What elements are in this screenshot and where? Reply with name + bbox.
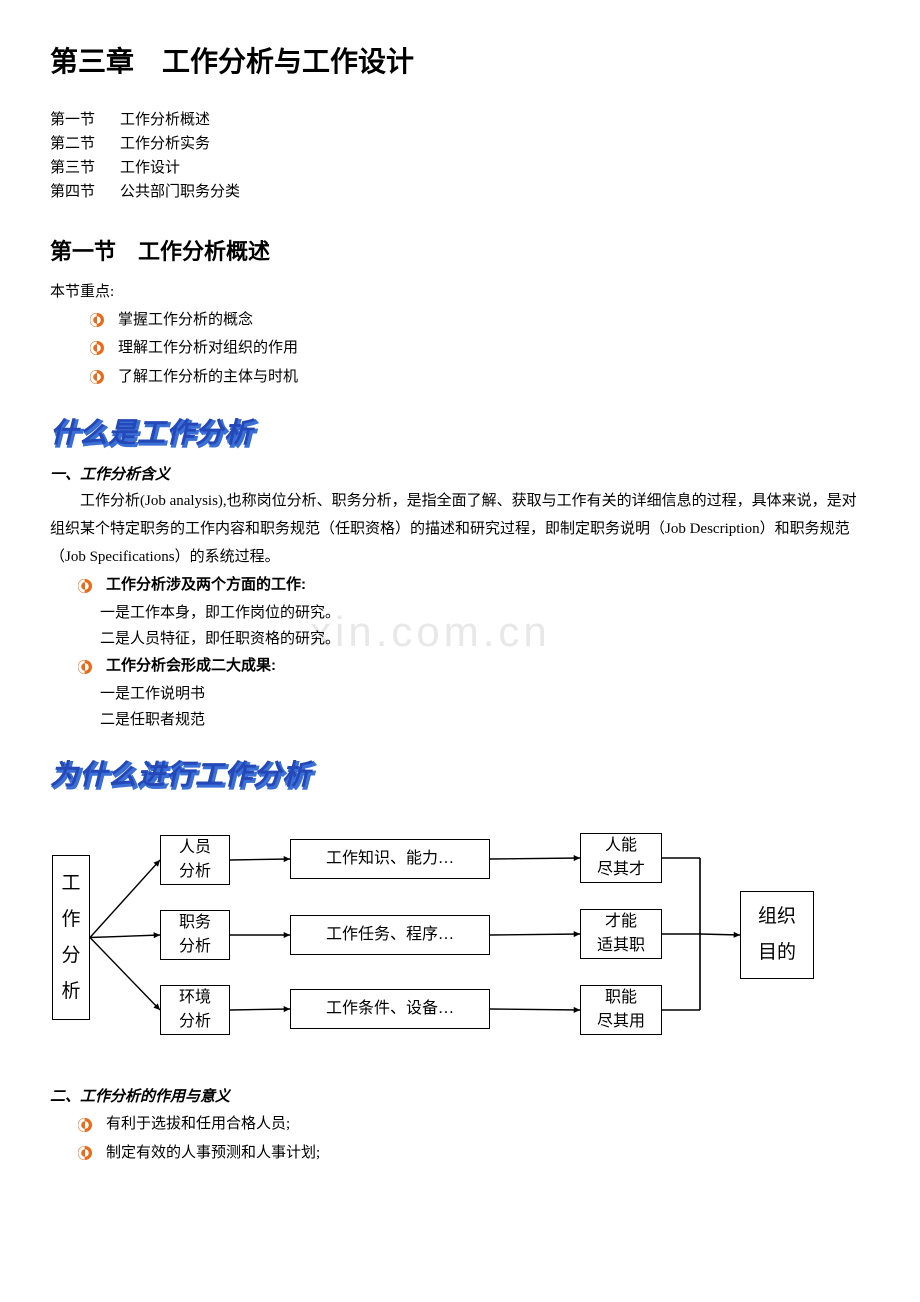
aspects-list: 一是工作本身，即工作岗位的研究。二是人员特征，即任职资格的研究。 (50, 600, 870, 653)
keypoint-item: 理解工作分析对组织的作用 (90, 334, 870, 363)
benefits-list: 有利于选拔和任用合格人员; 制定有效的人事预测和人事计划; (78, 1110, 870, 1167)
flow-node-a2: 职务 分析 (160, 910, 230, 960)
sub1-para: 工作分析(Job analysis),也称岗位分析、职务分析，是指全面了解、获取… (50, 488, 870, 571)
aspects-block: 工作分析涉及两个方面的工作: (78, 571, 870, 600)
bullet-icon (78, 660, 92, 674)
toc-label: 公共部门职务分类 (120, 184, 240, 200)
result-item: 二是任职者规范 (100, 707, 870, 733)
bullet-icon (78, 579, 92, 593)
toc-section: 第三节 (50, 156, 120, 180)
sub2-title: 二、工作分析的作用与意义 (50, 1085, 870, 1106)
bullet-icon (90, 341, 104, 355)
flow-node-a1: 人员 分析 (160, 835, 230, 885)
keypoints-list: 掌握工作分析的概念 理解工作分析对组织的作用 了解工作分析的主体与时机 (90, 306, 870, 392)
aspects-label: 工作分析涉及两个方面的工作: (106, 571, 306, 600)
toc: 第一节工作分析概述第二节工作分析实务第三节工作设计第四节公共部门职务分类 (50, 108, 870, 204)
bullet-icon (78, 1118, 92, 1132)
toc-line: 第四节公共部门职务分类 (50, 180, 870, 204)
keypoint-item: 了解工作分析的主体与时机 (90, 363, 870, 392)
keypoint-item: 掌握工作分析的概念 (90, 306, 870, 335)
benefit-text: 有利于选拔和任用合格人员; (106, 1110, 290, 1139)
toc-section: 第四节 (50, 180, 120, 204)
aspect-item: 二是人员特征，即任职资格的研究。 (100, 626, 870, 652)
flow-node-a3: 环境 分析 (160, 985, 230, 1035)
sub1-title: 一、工作分析含义 (50, 463, 870, 484)
flow-node-b1: 工作知识、能力… (290, 839, 490, 879)
flow-node-c3: 职能 尽其用 (580, 985, 662, 1035)
flow-node-c1: 人能 尽其才 (580, 833, 662, 883)
toc-label: 工作设计 (120, 160, 180, 176)
bullet-icon (78, 1146, 92, 1160)
result-item: 一是工作说明书 (100, 681, 870, 707)
keypoint-text: 理解工作分析对组织的作用 (118, 334, 298, 363)
keypoint-text: 掌握工作分析的概念 (118, 306, 253, 335)
bullet-icon (90, 370, 104, 384)
benefit-text: 制定有效的人事预测和人事计划; (106, 1139, 320, 1168)
fancy-heading-2: 为什么进行工作分析 为什么进行工作分析 (50, 753, 870, 793)
toc-section: 第一节 (50, 108, 120, 132)
toc-section: 第二节 (50, 132, 120, 156)
toc-label: 工作分析实务 (120, 136, 210, 152)
flow-node-b3: 工作条件、设备… (290, 989, 490, 1029)
fancy-heading-1: 什么是工作分析 什么是工作分析 (50, 411, 870, 451)
keypoints-label: 本节重点: (50, 280, 870, 306)
flowchart: 工 作 分 析 人员 分析职务 分析环境 分析 工作知识、能力… 工作任务、程序… 工作… (50, 805, 870, 1065)
results-label: 工作分析会形成二大成果: (106, 652, 276, 681)
benefit-item: 有利于选拔和任用合格人员; (78, 1110, 870, 1139)
section1-heading: 第一节 工作分析概述 (50, 234, 870, 266)
flow-node-root: 工 作 分 析 (52, 855, 90, 1020)
flow-node-c2: 才能 适其职 (580, 909, 662, 959)
page-title: 第三章 工作分析与工作设计 (50, 40, 870, 80)
keypoint-text: 了解工作分析的主体与时机 (118, 363, 298, 392)
results-list: 一是工作说明书二是任职者规范 (50, 681, 870, 734)
aspect-item: 一是工作本身，即工作岗位的研究。 (100, 600, 870, 626)
bullet-icon (90, 313, 104, 327)
toc-line: 第二节工作分析实务 (50, 132, 870, 156)
fancy-heading-1-text: 什么是工作分析 (50, 418, 253, 449)
toc-line: 第一节工作分析概述 (50, 108, 870, 132)
flow-node-goal: 组织 目的 (740, 891, 814, 979)
benefit-item: 制定有效的人事预测和人事计划; (78, 1139, 870, 1168)
flow-node-b2: 工作任务、程序… (290, 915, 490, 955)
toc-label: 工作分析概述 (120, 112, 210, 128)
results-block: 工作分析会形成二大成果: (78, 652, 870, 681)
fancy-heading-2-text: 为什么进行工作分析 (50, 760, 311, 791)
toc-line: 第三节工作设计 (50, 156, 870, 180)
